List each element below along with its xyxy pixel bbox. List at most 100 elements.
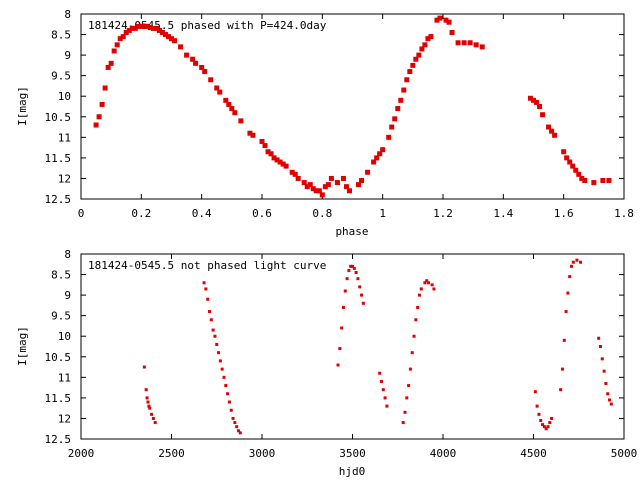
data-point <box>292 171 298 177</box>
x-tick-label: 1 <box>379 207 386 220</box>
data-point <box>392 116 398 122</box>
data-point <box>425 279 429 283</box>
y-tick-label: 9.5 <box>51 310 71 323</box>
x-tick-label: 5000 <box>611 447 638 460</box>
data-point <box>534 99 540 105</box>
data-point <box>347 268 351 272</box>
data-point <box>432 287 436 291</box>
data-point <box>108 60 114 66</box>
data-point <box>414 318 418 322</box>
data-point <box>548 421 552 425</box>
data-point <box>371 159 377 165</box>
data-point <box>437 15 443 21</box>
data-point <box>564 155 570 161</box>
data-point <box>150 25 156 31</box>
data-point <box>343 184 349 190</box>
plot-frame <box>80 13 625 200</box>
data-point <box>540 112 546 118</box>
y-tick-label: 12.5 <box>45 193 72 206</box>
data-point <box>600 357 604 361</box>
data-point <box>443 17 449 23</box>
x-tick-label: 1.6 <box>554 207 574 220</box>
data-point <box>338 347 342 351</box>
data-point <box>211 328 215 332</box>
data-point <box>413 56 419 62</box>
data-point <box>184 52 190 58</box>
data-point <box>304 184 310 190</box>
data-point <box>591 180 597 186</box>
data-point <box>123 30 129 35</box>
data-point <box>151 416 155 420</box>
data-point <box>359 178 365 183</box>
data-point <box>209 318 213 322</box>
data-point <box>552 132 558 138</box>
data-point <box>378 371 382 375</box>
x-tick-label: 0.6 <box>252 207 272 220</box>
data-point <box>111 48 117 54</box>
x-tick-label: 1.2 <box>433 207 453 220</box>
data-point <box>398 97 404 103</box>
data-point <box>102 85 108 91</box>
tick-group: 0 0.2 0.4 0.6 0.8 1 1.2 1.4 1.6 1.8 8 8.5 9 9.5 10 10.5… <box>45 8 634 220</box>
data-point <box>204 287 208 291</box>
data-point <box>434 17 440 23</box>
data-point <box>138 23 144 29</box>
data-point <box>235 425 239 429</box>
data-point <box>404 77 410 83</box>
data-point <box>336 363 340 367</box>
y-tick-label: 11 <box>58 131 71 144</box>
data-point <box>226 101 232 107</box>
y-tick-label: 11 <box>58 371 71 384</box>
data-point <box>407 384 411 388</box>
data-point <box>354 271 358 274</box>
data-point <box>358 285 362 289</box>
data-point <box>280 161 286 167</box>
data-point <box>202 281 206 285</box>
data-point <box>208 310 212 314</box>
data-point <box>597 336 601 340</box>
data-point <box>334 180 340 186</box>
y-tick-label: 8.5 <box>51 29 71 42</box>
data-point <box>559 388 563 392</box>
data-point <box>313 188 319 194</box>
data-point <box>361 301 365 305</box>
data-point <box>213 334 217 338</box>
data-point <box>546 425 550 429</box>
x-axis-label: phase <box>335 225 368 238</box>
y-tick-label: 8.5 <box>51 269 71 282</box>
data-point <box>132 25 138 31</box>
data-point <box>602 369 606 373</box>
data-point <box>346 188 352 194</box>
data-point <box>380 147 386 153</box>
data-point <box>566 291 570 295</box>
data-point <box>316 188 322 194</box>
x-tick-label: 0 <box>78 207 85 220</box>
data-point <box>135 23 141 29</box>
data-point <box>277 159 283 165</box>
y-tick-label: 10 <box>58 330 71 343</box>
data-point <box>247 130 253 136</box>
data-point <box>446 19 452 25</box>
data-point <box>349 264 353 268</box>
data-point <box>430 283 434 287</box>
data-point <box>307 182 313 188</box>
data-point <box>114 42 120 48</box>
data-point <box>374 155 380 161</box>
x-tick-label: 4000 <box>430 447 457 460</box>
data-point <box>408 367 412 371</box>
data-point <box>153 421 157 425</box>
data-point <box>238 431 242 435</box>
data-point <box>598 345 602 348</box>
data-point <box>582 178 588 183</box>
y-tick-label: 10.5 <box>45 111 72 124</box>
data-point <box>473 42 479 48</box>
data-point <box>381 388 385 392</box>
y-tick-label: 8 <box>64 248 71 261</box>
data-point <box>259 138 265 144</box>
data-point <box>147 25 153 31</box>
data-point <box>206 297 210 301</box>
x-tick-label: 4500 <box>520 447 547 460</box>
y-tick-label: 9 <box>64 49 71 62</box>
data-point <box>271 155 277 161</box>
